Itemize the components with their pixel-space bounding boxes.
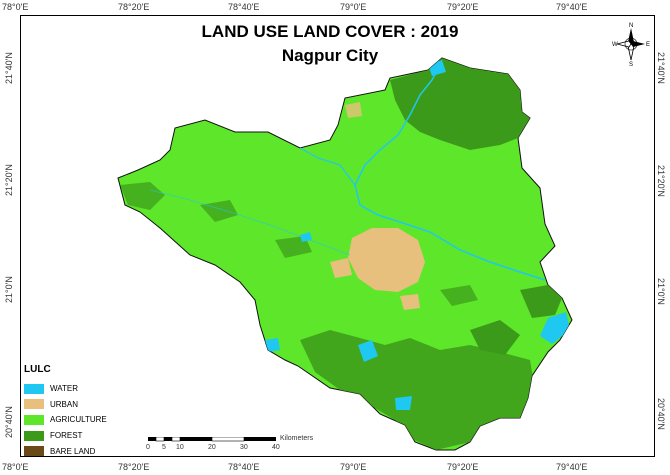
legend-label: FOREST	[50, 431, 83, 441]
legend-label: BARE LAND	[50, 446, 96, 456]
water-body	[300, 232, 312, 242]
west-letter: W	[612, 42, 618, 48]
top-label: 79°20'E	[447, 2, 479, 12]
map-subtitle: Nagpur City	[281, 46, 379, 65]
legend-label: AGRICULTURE	[50, 415, 107, 425]
east-letter: E	[646, 42, 650, 48]
forest-area-north	[390, 58, 530, 150]
bottom-label: 78°20'E	[118, 462, 150, 472]
river	[299, 147, 356, 186]
urban-core	[348, 228, 425, 292]
bottom-label: 79°0'E	[340, 462, 367, 472]
river	[149, 189, 351, 256]
urban-patch	[345, 102, 362, 118]
scale-bar: Kilometers 0 5 10 20 30 40	[146, 435, 328, 462]
forest-patch	[440, 285, 478, 306]
urban-patch	[400, 294, 420, 310]
forest-area-west	[120, 182, 165, 210]
bottom-label: 78°40'E	[228, 462, 260, 472]
forest-area-southeast	[470, 320, 520, 355]
north-letter: N	[629, 23, 633, 29]
river	[354, 61, 546, 281]
bare-land-swatch	[24, 446, 44, 457]
top-label: 79°40'E	[556, 2, 588, 12]
legend-item-forest: FOREST	[24, 428, 107, 444]
south-letter: S	[629, 62, 633, 66]
scale-tick: 10	[176, 444, 184, 451]
bottom-label: 79°20'E	[447, 462, 479, 472]
legend-item-water: WATER	[24, 381, 107, 397]
forest-swatch	[24, 430, 44, 441]
scale-tick: 40	[272, 444, 280, 451]
legend-label: WATER	[50, 384, 78, 394]
top-label: 78°0'E	[2, 2, 29, 12]
legend-item-agriculture: AGRICULTURE	[24, 412, 107, 428]
water-swatch	[24, 383, 44, 394]
water-body	[540, 312, 570, 344]
legend-title: LULC	[24, 364, 51, 375]
water-body	[395, 396, 412, 410]
water-body	[265, 338, 280, 352]
urban-swatch	[24, 399, 44, 410]
water-body	[358, 340, 378, 362]
top-label: 79°0'E	[340, 2, 367, 12]
scale-tick: 20	[208, 444, 216, 451]
forest-area-east	[520, 285, 562, 318]
urban-patch	[330, 258, 352, 278]
scale-tick: 0	[146, 444, 150, 451]
forest-area-south	[300, 330, 535, 450]
bottom-label: 78°0'E	[2, 462, 29, 472]
scale-tick: 30	[240, 444, 248, 451]
legend-item-urban: URBAN	[24, 397, 107, 413]
legend-label: URBAN	[50, 399, 79, 409]
legend: LULC WATER URBAN AGRICULTURE FOREST BARE…	[24, 364, 107, 459]
map-frame	[20, 15, 655, 457]
scale-unit: Kilometers	[280, 435, 314, 442]
legend-item-bare-land: BARE LAND	[24, 443, 107, 459]
top-label: 78°40'E	[228, 2, 260, 12]
agriculture-swatch	[24, 414, 44, 425]
top-label: 78°20'E	[118, 2, 150, 12]
scale-tick: 5	[162, 444, 166, 451]
map-title: LAND USE LAND COVER : 2019	[201, 22, 459, 41]
north-arrow-icon: N S W E	[612, 23, 650, 66]
bottom-label: 79°40'E	[556, 462, 588, 472]
scale-bar-graphic	[148, 436, 276, 442]
